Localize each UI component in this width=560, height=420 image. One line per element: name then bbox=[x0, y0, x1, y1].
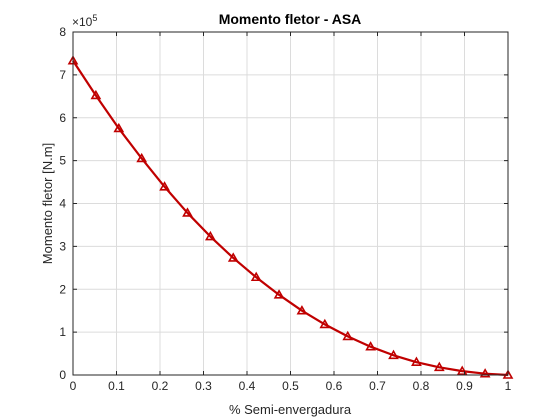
data-point-marker bbox=[273, 289, 285, 299]
data-point-marker bbox=[388, 349, 399, 360]
y-tick-label: 6 bbox=[59, 111, 66, 125]
x-tick-label: 0 bbox=[70, 379, 77, 393]
chart-title: Momento fletor - ASA bbox=[219, 11, 362, 27]
x-tick-label: 0.1 bbox=[108, 379, 125, 393]
y-axis-exponent-base: ×10 bbox=[72, 15, 93, 29]
data-point-marker bbox=[411, 356, 422, 366]
data-point-marker bbox=[182, 207, 193, 217]
data-point-marker bbox=[296, 305, 308, 315]
x-tick-label: 0.5 bbox=[282, 379, 299, 393]
series-layer bbox=[67, 55, 514, 379]
y-ticks: 0 1 2 3 4 5 6 7 8 bbox=[59, 25, 508, 382]
x-tick-label: 1 bbox=[505, 379, 512, 393]
data-point-marker bbox=[159, 181, 170, 191]
x-tick-label: 0.8 bbox=[413, 379, 430, 393]
x-tick-label: 0.2 bbox=[152, 379, 169, 393]
y-tick-label: 3 bbox=[59, 239, 66, 253]
y-axis-exponent-power: 5 bbox=[92, 13, 97, 23]
y-axis-exponent: ×105 bbox=[72, 13, 97, 29]
x-tick-label: 0.7 bbox=[369, 379, 386, 393]
y-tick-label: 1 bbox=[59, 325, 66, 339]
data-point-marker bbox=[479, 368, 491, 378]
x-axis-label: % Semi-envergadura bbox=[229, 402, 352, 417]
data-point-marker bbox=[113, 122, 125, 133]
data-point-marker bbox=[136, 152, 148, 163]
data-point-marker bbox=[319, 318, 331, 329]
data-point-marker bbox=[365, 341, 377, 351]
y-axis-label: Momento fletor [N.m] bbox=[40, 143, 55, 264]
y-tick-label: 0 bbox=[59, 368, 66, 382]
data-point-marker bbox=[90, 89, 102, 100]
data-point-marker bbox=[456, 365, 468, 375]
data-point-marker bbox=[250, 271, 262, 282]
data-point-marker bbox=[433, 361, 445, 372]
y-tick-label: 7 bbox=[59, 68, 66, 82]
x-tick-label: 0.4 bbox=[239, 379, 256, 393]
data-point-marker bbox=[227, 252, 239, 262]
y-tick-label: 8 bbox=[59, 25, 66, 39]
x-ticks: 0 0.1 0.2 0.3 0.4 0.5 0.6 0.7 0.8 0.9 1 bbox=[70, 32, 512, 393]
y-tick-label: 2 bbox=[59, 282, 66, 296]
data-point-marker bbox=[342, 330, 354, 341]
x-tick-label: 0.3 bbox=[195, 379, 212, 393]
y-tick-label: 4 bbox=[59, 197, 66, 211]
data-point-marker bbox=[204, 230, 216, 241]
x-tick-label: 0.6 bbox=[326, 379, 343, 393]
x-tick-label: 0.9 bbox=[456, 379, 473, 393]
series-line bbox=[72, 60, 509, 377]
y-tick-label: 5 bbox=[59, 154, 66, 168]
